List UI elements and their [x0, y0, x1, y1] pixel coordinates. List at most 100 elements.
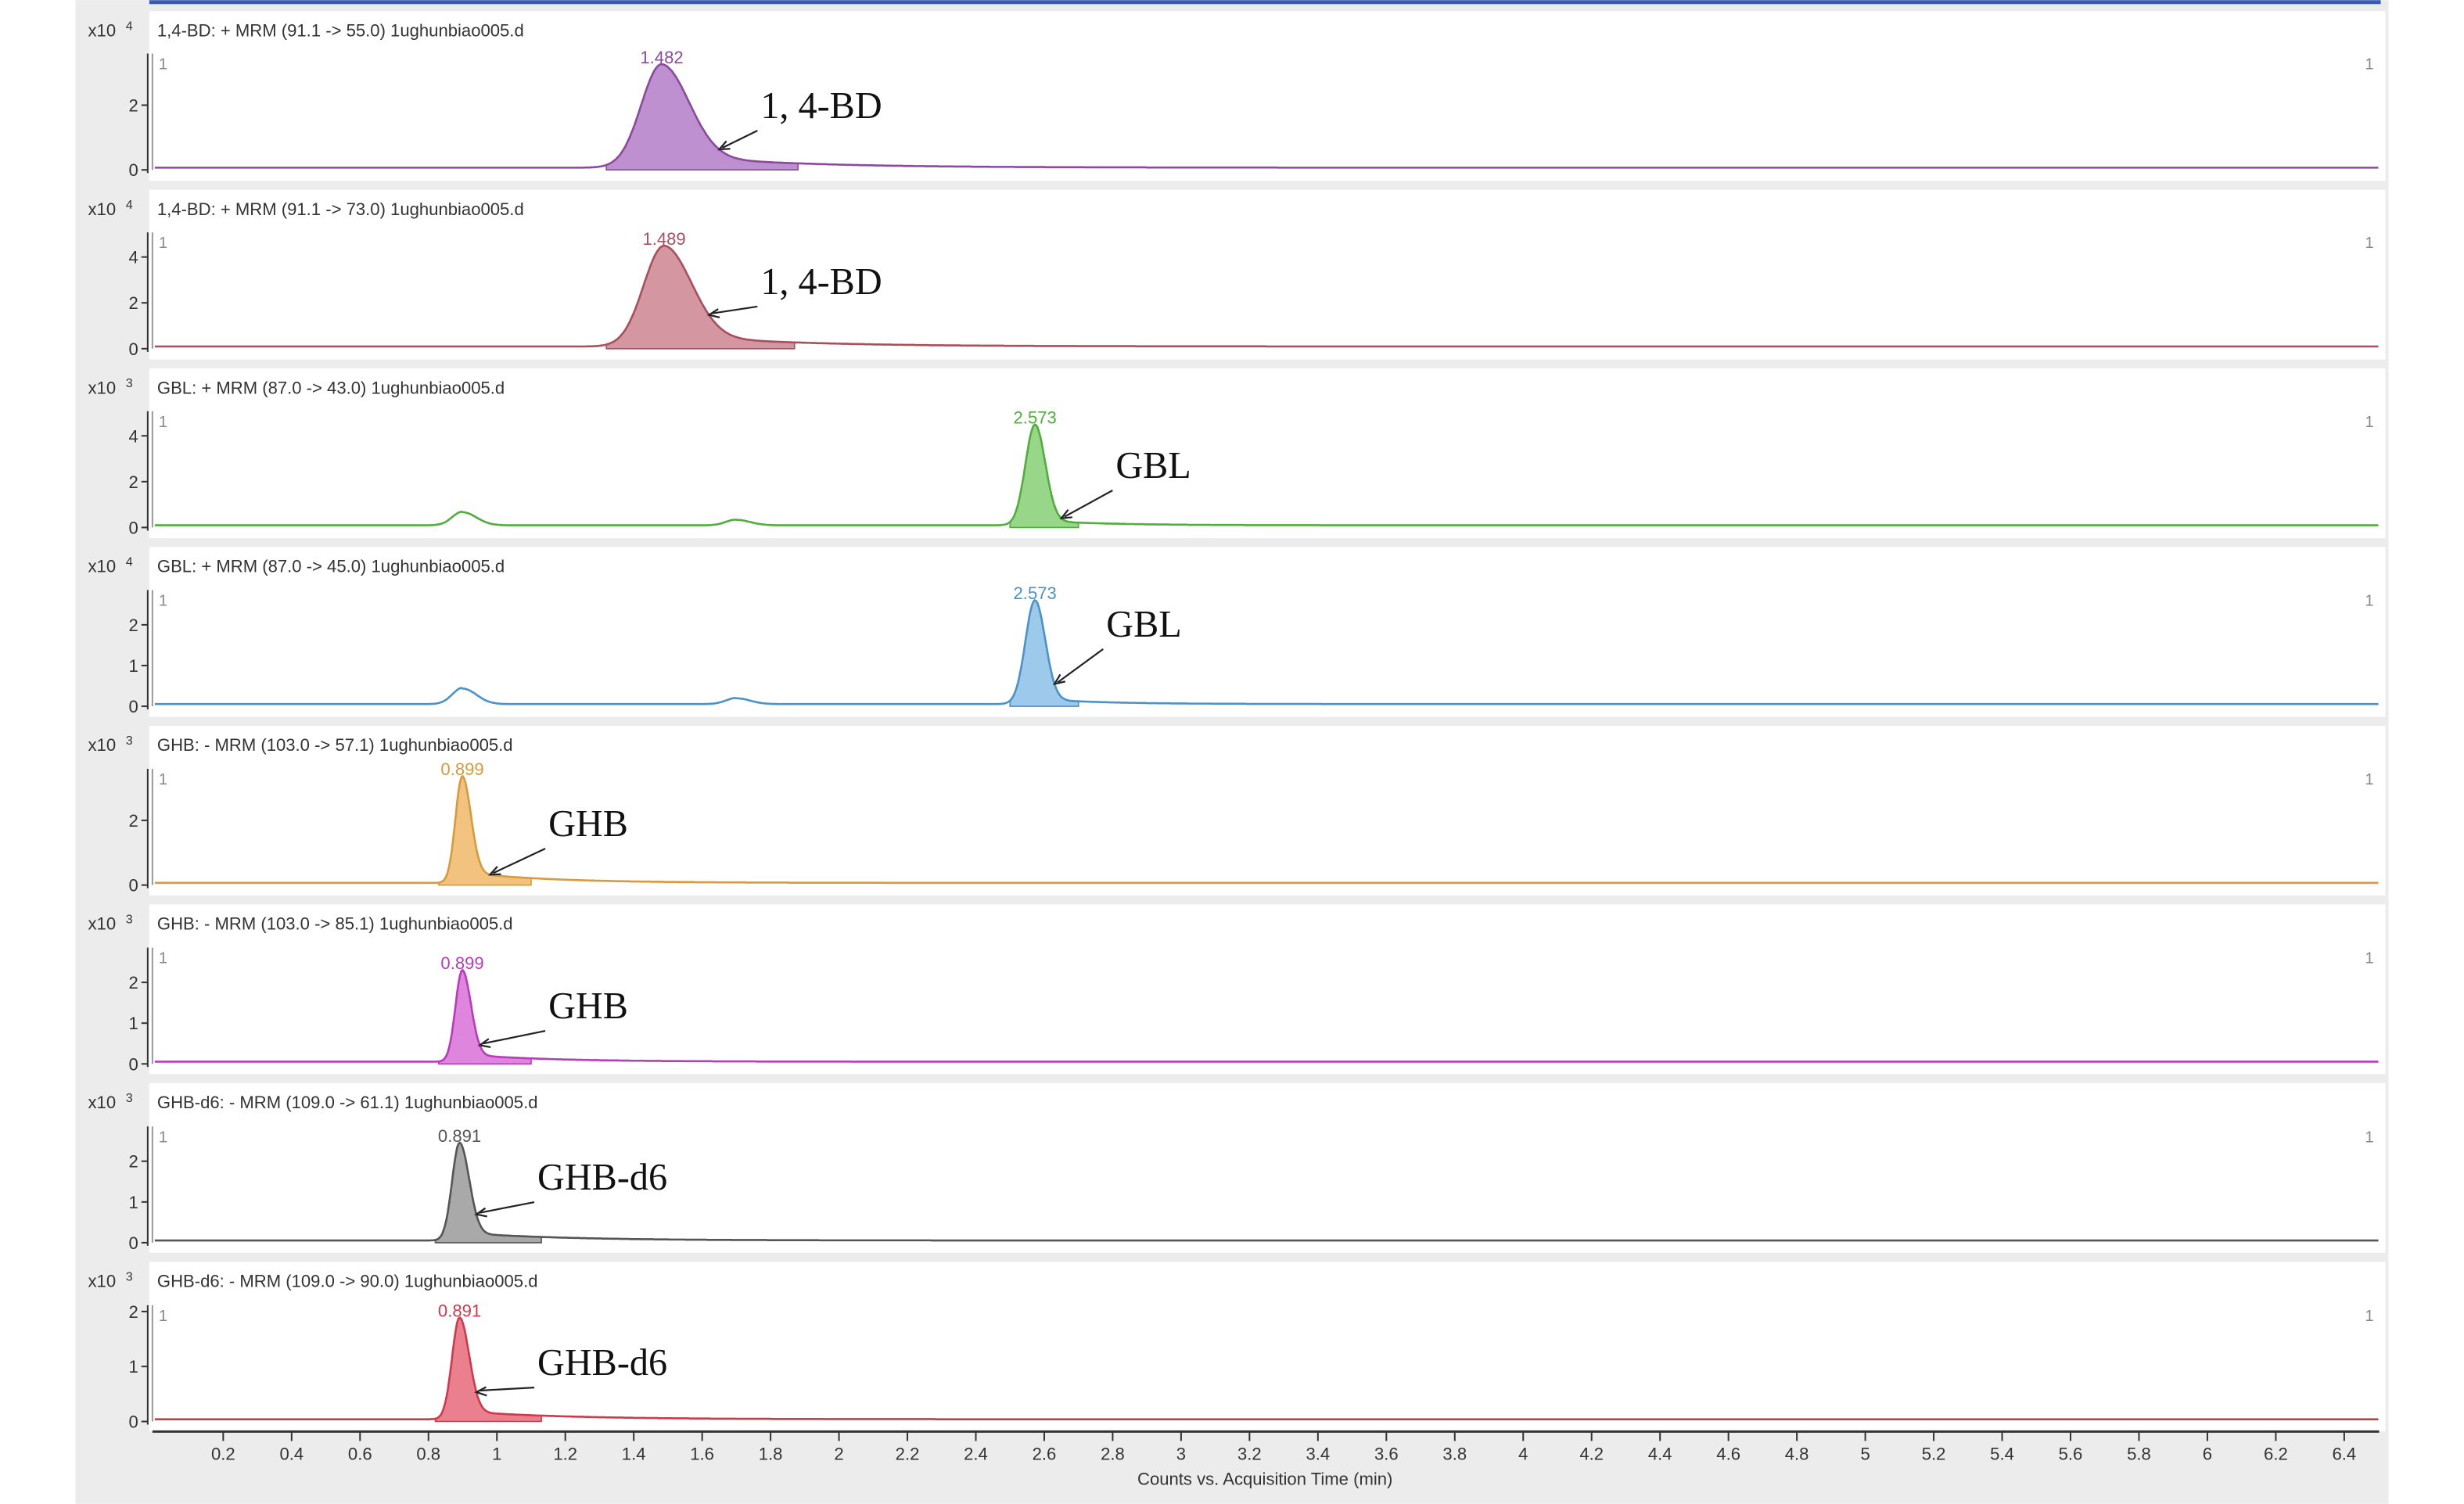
annotation-arrow — [712, 305, 758, 314]
x-tick-label: 3.2 — [1237, 1445, 1262, 1464]
y-tick-label: 1 — [129, 656, 138, 676]
x-tick-label: 5.2 — [1922, 1445, 1946, 1464]
y-exponent-power: 3 — [126, 1091, 133, 1105]
panel-background — [149, 904, 2386, 1075]
y-tick-label: 0 — [129, 339, 138, 359]
marker-right: 1 — [2365, 771, 2373, 788]
x-tick-label: 0.8 — [416, 1445, 440, 1464]
y-exponent-power: 4 — [126, 198, 133, 212]
panel-title: GHB: - MRM (103.0 -> 57.1) 1ughunbiao005… — [157, 735, 513, 755]
chromatogram-panel-5[interactable]: x10 3 GHB: - MRM (103.0 -> 57.1) 1ughunbia… — [88, 725, 2386, 896]
panel-background — [149, 368, 2386, 539]
x-tick-label: 6.2 — [2264, 1445, 2288, 1464]
chromatogram-panel-3[interactable]: x10 3 GBL: + MRM (87.0 -> 43.0) 1ughunbiao… — [88, 368, 2386, 539]
chromatogram-trace — [154, 63, 2379, 169]
x-tick-label: 3 — [1176, 1445, 1186, 1464]
panel-background — [149, 11, 2386, 181]
marker-left: 1 — [159, 950, 167, 967]
annotation-arrow — [479, 1387, 535, 1392]
panel-background — [149, 189, 2386, 360]
marker-right: 1 — [2365, 1308, 2373, 1325]
y-tick-label: 0 — [129, 1412, 138, 1432]
x-tick-label: 6.4 — [2333, 1445, 2357, 1464]
x-tick-label: 4.2 — [1579, 1445, 1604, 1464]
marker-left: 1 — [159, 414, 167, 431]
chromatogram-panel-7[interactable]: x10 3 GHB-d6: - MRM (109.0 -> 61.1) 1ughun… — [88, 1082, 2386, 1253]
chromatogram-trace — [154, 598, 2379, 705]
y-tick-label: 2 — [129, 973, 138, 992]
x-axis-label: Counts vs. Acquisition Time (min) — [1137, 1470, 1392, 1489]
chromatogram-panel-6[interactable]: x10 3 GHB: - MRM (103.0 -> 85.1) 1ughunbia… — [88, 904, 2386, 1075]
x-tick-label: 4 — [1518, 1445, 1528, 1464]
chromatogram-trace — [154, 1316, 2379, 1420]
marker-left: 1 — [159, 235, 167, 252]
marker-right: 1 — [2365, 235, 2373, 252]
marker-right: 1 — [2365, 1129, 2373, 1146]
chromatogram-panel-4[interactable]: x10 4 GBL: + MRM (87.0 -> 45.0) 1ughunbiao… — [88, 547, 2386, 717]
compound-annotation: GBL — [1115, 445, 1191, 486]
arrow-head-icon — [706, 308, 720, 318]
x-tick-label: 2.8 — [1101, 1445, 1125, 1464]
y-tick-label: 0 — [129, 160, 138, 180]
chromatogram-trace — [154, 244, 2379, 348]
annotation-arrow — [722, 129, 758, 149]
chromatogram-panel-8[interactable]: x10 3 GHB-d6: - MRM (109.0 -> 90.0) 1ughun… — [88, 1262, 2386, 1432]
panel-title: GHB-d6: - MRM (109.0 -> 61.1) 1ughunbiao… — [157, 1093, 538, 1112]
peak-rt-label: 2.573 — [1014, 583, 1057, 603]
y-exponent-power: 3 — [126, 376, 133, 390]
peak-rt-label: 1.489 — [642, 229, 685, 249]
y-tick-label: 2 — [129, 811, 138, 831]
x-tick-label: 6 — [2203, 1445, 2212, 1464]
arrow-head-icon — [474, 1386, 487, 1397]
y-tick-label: 2 — [129, 1302, 138, 1322]
marker-left: 1 — [159, 771, 167, 788]
y-tick-label: 0 — [129, 697, 138, 716]
chromatogram-trace — [154, 774, 2379, 885]
x-axis: 0.2 0.4 0.6 0.8 1 1.2 1.4 1.6 1.8 2 2.2 2.4 2.6 2.8 3 3… — [152, 1430, 2380, 1464]
y-tick-label: 2 — [129, 293, 138, 313]
y-tick-label: 4 — [129, 248, 138, 267]
y-exponent-power: 4 — [126, 555, 133, 569]
x-tick-label: 3.4 — [1306, 1445, 1330, 1464]
y-exponent-label: x10 — [88, 1271, 117, 1290]
annotation-arrow — [483, 1030, 546, 1045]
marker-left: 1 — [159, 1129, 167, 1146]
chromatogram-trace — [154, 423, 2379, 526]
y-exponent-label: x10 — [88, 1093, 117, 1112]
compound-annotation: 1, 4-BD — [760, 261, 882, 303]
x-tick-label: 3.8 — [1442, 1445, 1467, 1464]
y-exponent-label: x10 — [88, 20, 117, 40]
chromatogram-panel-1[interactable]: x10 4 1,4-BD: + MRM (91.1 -> 55.0) 1ughunb… — [88, 11, 2386, 181]
marker-right: 1 — [2365, 56, 2373, 74]
chromatogram-panel-2[interactable]: x10 4 1,4-BD: + MRM (91.1 -> 73.0) 1ughunb… — [88, 189, 2386, 360]
annotation-arrow — [479, 1201, 535, 1214]
top-selection-bar — [149, 0, 2381, 5]
x-tick-label: 2.2 — [896, 1445, 920, 1464]
compound-annotation: 1, 4-BD — [760, 85, 882, 127]
y-tick-label: 0 — [129, 518, 138, 537]
peak-rt-label: 0.891 — [438, 1301, 481, 1320]
y-tick-label: 0 — [129, 1054, 138, 1074]
marker-right: 1 — [2365, 414, 2373, 431]
x-tick-label: 0.4 — [279, 1445, 304, 1464]
arrow-head-icon — [717, 140, 731, 151]
y-tick-label: 2 — [129, 472, 138, 492]
peak-rt-label: 0.899 — [440, 953, 483, 973]
x-tick-label: 0.2 — [211, 1445, 235, 1464]
peak-rt-label: 0.891 — [438, 1126, 481, 1146]
x-tick-label: 2.6 — [1033, 1445, 1057, 1464]
y-tick-label: 4 — [129, 426, 138, 446]
chromatogram-trace — [154, 1141, 2379, 1242]
y-exponent-label: x10 — [88, 378, 117, 397]
panel-title: 1,4-BD: + MRM (91.1 -> 55.0) 1ughunbiao0… — [157, 20, 524, 40]
compound-annotation: GHB-d6 — [537, 1342, 667, 1384]
x-tick-label: 0.6 — [348, 1445, 372, 1464]
x-tick-label: 2 — [834, 1445, 843, 1464]
panel-title: 1,4-BD: + MRM (91.1 -> 73.0) 1ughunbiao0… — [157, 199, 524, 219]
compound-annotation: GBL — [1106, 604, 1181, 645]
x-tick-label: 5.8 — [2127, 1445, 2151, 1464]
y-tick-label: 0 — [129, 876, 138, 896]
peak-rt-label: 0.899 — [440, 759, 483, 779]
marker-left: 1 — [159, 56, 167, 74]
